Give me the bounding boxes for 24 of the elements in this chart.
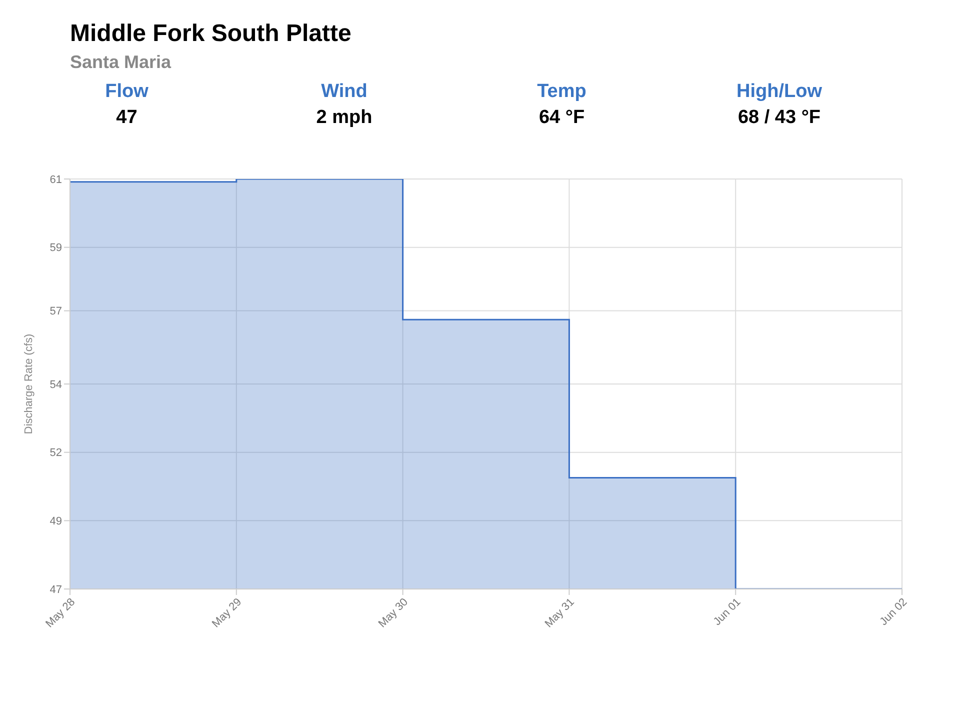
y-tick-label: 61 bbox=[50, 174, 62, 186]
y-tick-label: 47 bbox=[50, 584, 62, 596]
text: 47 bbox=[115, 107, 138, 129]
y-axis-title: Discharge Rate (cfs) bbox=[22, 334, 35, 434]
y-tick-label: 49 bbox=[50, 516, 62, 528]
x-tick-label: Jun 01 bbox=[711, 596, 744, 628]
text: Flow bbox=[104, 81, 150, 103]
text: Wind bbox=[320, 81, 368, 103]
x-tick-label: Jun 02 bbox=[878, 596, 910, 628]
y-tick-label: 59 bbox=[50, 242, 62, 254]
chart-subtitle: Santa Maria bbox=[70, 52, 172, 73]
y-tick-label: 52 bbox=[50, 447, 62, 460]
x-tick-label: May 31 bbox=[542, 596, 577, 630]
text: 64 °F bbox=[538, 107, 586, 129]
x-tick-label: May 29 bbox=[210, 596, 244, 630]
text: 68 / 43 °F bbox=[736, 107, 822, 129]
chart-title: Middle Fork South Platte bbox=[70, 20, 352, 48]
x-tick-label: May 30 bbox=[376, 596, 410, 630]
y-tick-label: 57 bbox=[50, 306, 62, 318]
text: High/Low bbox=[736, 81, 823, 103]
text: 2 mph bbox=[315, 107, 374, 129]
x-tick-label: May 28 bbox=[44, 596, 78, 630]
y-tick-label: 54 bbox=[50, 378, 62, 391]
text: Temp bbox=[536, 81, 588, 103]
